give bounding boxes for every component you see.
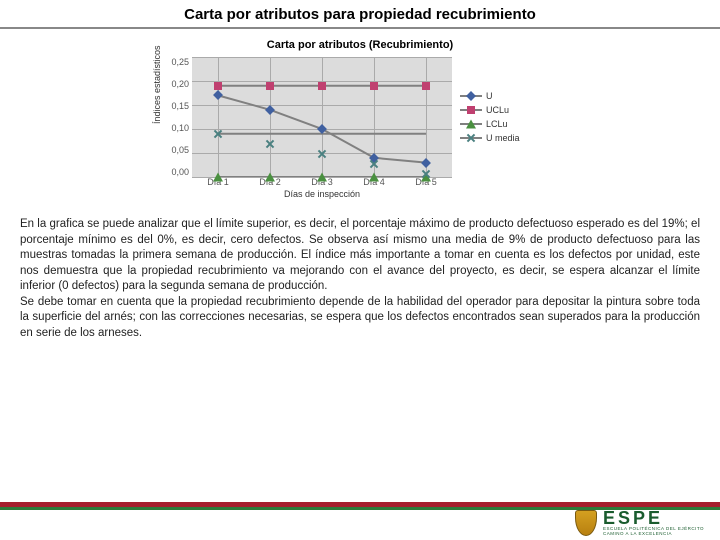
y-tick-label: 0,25 bbox=[164, 57, 189, 67]
org-abbr: ESPE bbox=[603, 510, 704, 526]
legend-item: LCLu bbox=[460, 119, 520, 129]
series-marker bbox=[318, 82, 326, 90]
series-marker bbox=[422, 82, 430, 90]
series-marker bbox=[213, 173, 223, 182]
chart-inner: Índices estadísticos 0,25 0,20 0,15 0,10 0,0… bbox=[150, 57, 570, 177]
legend-label: LCLu bbox=[486, 119, 508, 129]
chart-container: Carta por atributos (Recubrimiento) Índi… bbox=[0, 39, 720, 199]
series-marker bbox=[317, 149, 327, 159]
series-marker bbox=[369, 159, 379, 169]
org-text: ESPE ESCUELA POLITÉCNICA DEL EJÉRCITO CA… bbox=[603, 510, 704, 536]
legend-item: U bbox=[460, 91, 520, 101]
description-para-1: En la grafica se puede analizar que el l… bbox=[20, 217, 700, 295]
series-marker bbox=[421, 169, 431, 179]
chart-title: Carta por atributos (Recubrimiento) bbox=[150, 39, 570, 51]
series-marker bbox=[266, 82, 274, 90]
legend-label: U media bbox=[486, 133, 520, 143]
legend-item: UCLu bbox=[460, 105, 520, 115]
footer: ESPE ESCUELA POLITÉCNICA DEL EJÉRCITO CA… bbox=[0, 502, 720, 540]
series-marker bbox=[317, 173, 327, 182]
footer-logo: ESPE ESCUELA POLITÉCNICA DEL EJÉRCITO CA… bbox=[575, 510, 704, 536]
series-marker bbox=[369, 173, 379, 182]
description-block: En la grafica se puede analizar que el l… bbox=[0, 217, 720, 341]
legend-label: U bbox=[486, 91, 493, 101]
y-axis-label: Índices estadísticos bbox=[152, 110, 162, 124]
y-tick-label: 0,10 bbox=[164, 123, 189, 133]
y-tick-label: 0,05 bbox=[164, 145, 189, 155]
chart-box: Carta por atributos (Recubrimiento) Índi… bbox=[150, 39, 570, 199]
series-marker bbox=[214, 82, 222, 90]
y-ticks: 0,25 0,20 0,15 0,10 0,05 0,00 bbox=[164, 57, 192, 177]
series-marker bbox=[370, 82, 378, 90]
plot-area bbox=[192, 57, 452, 177]
shield-icon bbox=[575, 510, 597, 536]
title-underline bbox=[0, 27, 720, 29]
legend: U UCLu LCLu U media bbox=[460, 87, 520, 147]
org-line2: CAMINO A LA EXCELENCIA bbox=[603, 531, 704, 536]
y-tick-label: 0,20 bbox=[164, 79, 189, 89]
slide-title-bar: Carta por atributos para propiedad recub… bbox=[0, 0, 720, 27]
y-tick-label: 0,15 bbox=[164, 101, 189, 111]
description-para-2: Se debe tomar en cuenta que la propiedad… bbox=[20, 295, 700, 342]
series-marker bbox=[213, 129, 223, 139]
y-tick-label: 0,00 bbox=[164, 167, 189, 177]
slide-title: Carta por atributos para propiedad recub… bbox=[0, 6, 720, 23]
series-lines bbox=[192, 57, 452, 177]
legend-label: UCLu bbox=[486, 105, 509, 115]
series-marker bbox=[265, 173, 275, 182]
legend-item: U media bbox=[460, 133, 520, 143]
series-marker bbox=[265, 139, 275, 149]
x-axis-label: Días de inspección bbox=[192, 189, 452, 199]
